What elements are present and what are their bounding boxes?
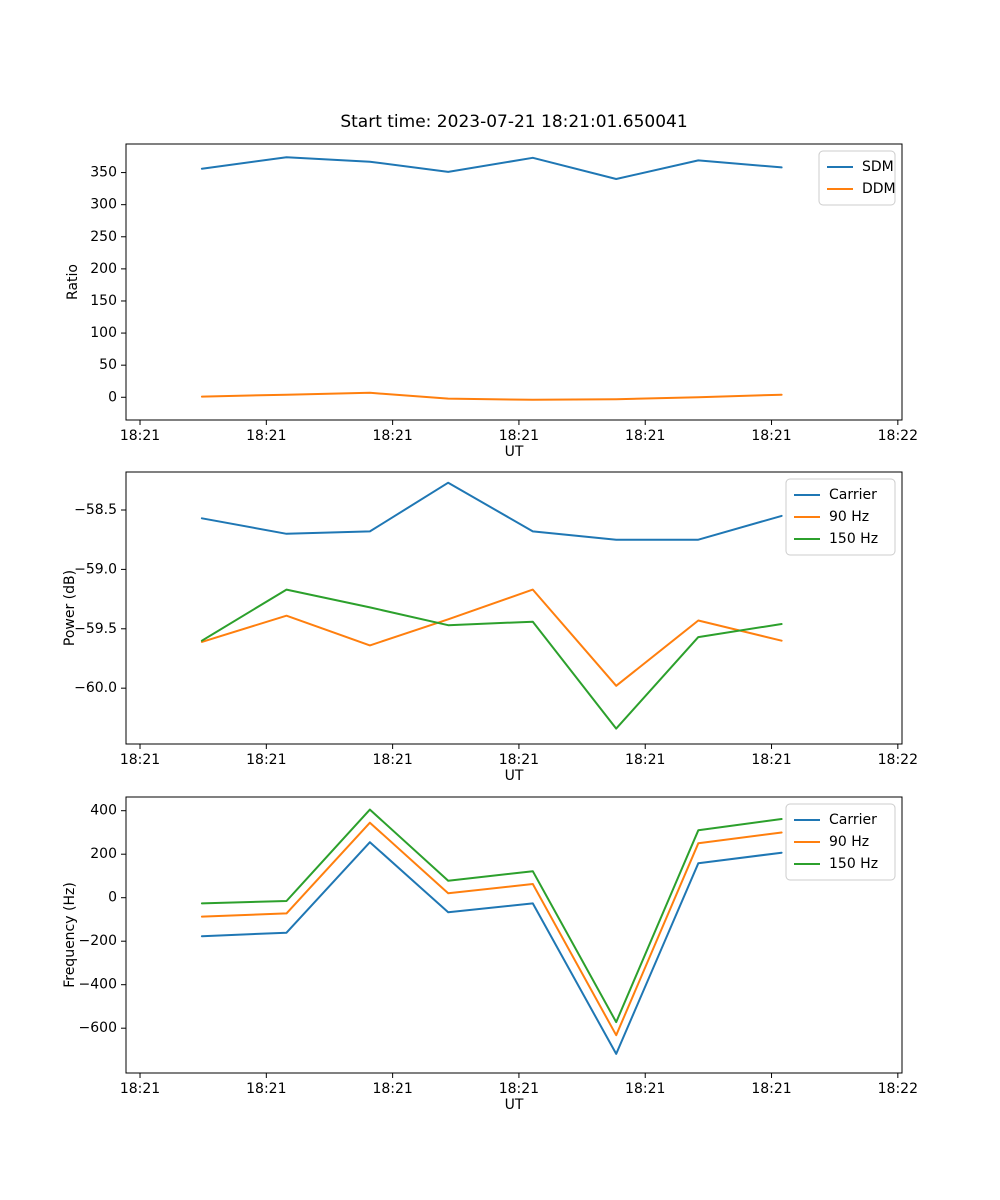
series-line-sdm (200, 156, 783, 180)
series-line-150-hz (200, 588, 783, 730)
x-tick-label: 18:21 (625, 1081, 665, 1097)
y-tick-label: 300 (90, 197, 117, 213)
series-line-90-hz (200, 588, 783, 687)
x-tick-label: 18:21 (246, 752, 286, 768)
x-tick-label: 18:21 (751, 1081, 791, 1097)
legend-box (785, 478, 896, 556)
x-tick-label: 18:21 (372, 1081, 412, 1097)
y-tick-label: −59.5 (74, 621, 117, 637)
figure-title: Start time: 2023-07-21 18:21:01.650041 (340, 112, 688, 132)
y-tick-label: −400 (79, 977, 117, 993)
x-tick-label: 18:21 (499, 428, 539, 444)
y-tick-label: 200 (90, 261, 117, 277)
x-tick-label: 18:21 (751, 752, 791, 768)
series-line-carrier (200, 481, 783, 541)
plot-frame (125, 471, 903, 745)
series-line-ddm (200, 391, 783, 401)
y-tick-label: 350 (90, 165, 117, 181)
x-tick-label: 18:21 (120, 1081, 160, 1097)
legend-label: 90 Hz (829, 834, 869, 850)
y-tick-label: −200 (79, 933, 117, 949)
xlabel-ut-3: UT (504, 1097, 524, 1113)
ylabel-power: Power (dB) (62, 569, 78, 647)
y-tick-label: 200 (90, 846, 117, 862)
y-tick-label: 100 (90, 325, 117, 341)
x-tick-label: 18:21 (751, 428, 791, 444)
y-tick-label: 50 (99, 357, 117, 373)
plot-frame (125, 143, 903, 421)
legend-label: 150 Hz (829, 531, 878, 547)
x-tick-label: 18:22 (878, 1081, 918, 1097)
xlabel-ut-2: UT (504, 768, 524, 784)
series-line-150-hz (200, 808, 783, 1024)
y-tick-label: 0 (108, 890, 117, 906)
legend-label: DDM (862, 181, 896, 197)
x-tick-label: 18:22 (878, 428, 918, 444)
x-tick-label: 18:21 (246, 428, 286, 444)
y-tick-label: 250 (90, 229, 117, 245)
x-tick-label: 18:21 (120, 428, 160, 444)
y-tick-label: 150 (90, 293, 117, 309)
legend-box (785, 803, 896, 881)
x-tick-label: 18:22 (878, 752, 918, 768)
series-line-90-hz (200, 821, 783, 1037)
x-tick-label: 18:21 (372, 752, 412, 768)
xlabel-ut-1: UT (504, 444, 524, 460)
y-tick-label: −59.0 (74, 561, 117, 577)
legend-label: Carrier (829, 812, 877, 828)
x-tick-label: 18:21 (499, 1081, 539, 1097)
y-tick-label: −58.5 (74, 502, 117, 518)
legend-box (818, 150, 896, 206)
legend-label: 150 Hz (829, 856, 878, 872)
legend-label: Carrier (829, 487, 877, 503)
y-tick-label: −60.0 (74, 680, 117, 696)
legend-label: 90 Hz (829, 509, 869, 525)
ylabel-ratio: Ratio (65, 264, 81, 300)
y-tick-label: 400 (90, 803, 117, 819)
ylabel-frequency: Frequency (Hz) (62, 882, 78, 988)
series-line-carrier (200, 841, 783, 1055)
x-tick-label: 18:21 (372, 428, 412, 444)
x-tick-label: 18:21 (499, 752, 539, 768)
y-tick-label: 0 (108, 389, 117, 405)
x-tick-label: 18:21 (625, 428, 665, 444)
x-tick-label: 18:21 (120, 752, 160, 768)
plot-frame (125, 796, 903, 1074)
x-tick-label: 18:21 (625, 752, 665, 768)
x-tick-label: 18:21 (246, 1081, 286, 1097)
y-tick-label: −600 (79, 1020, 117, 1036)
legend-label: SDM (862, 159, 894, 175)
